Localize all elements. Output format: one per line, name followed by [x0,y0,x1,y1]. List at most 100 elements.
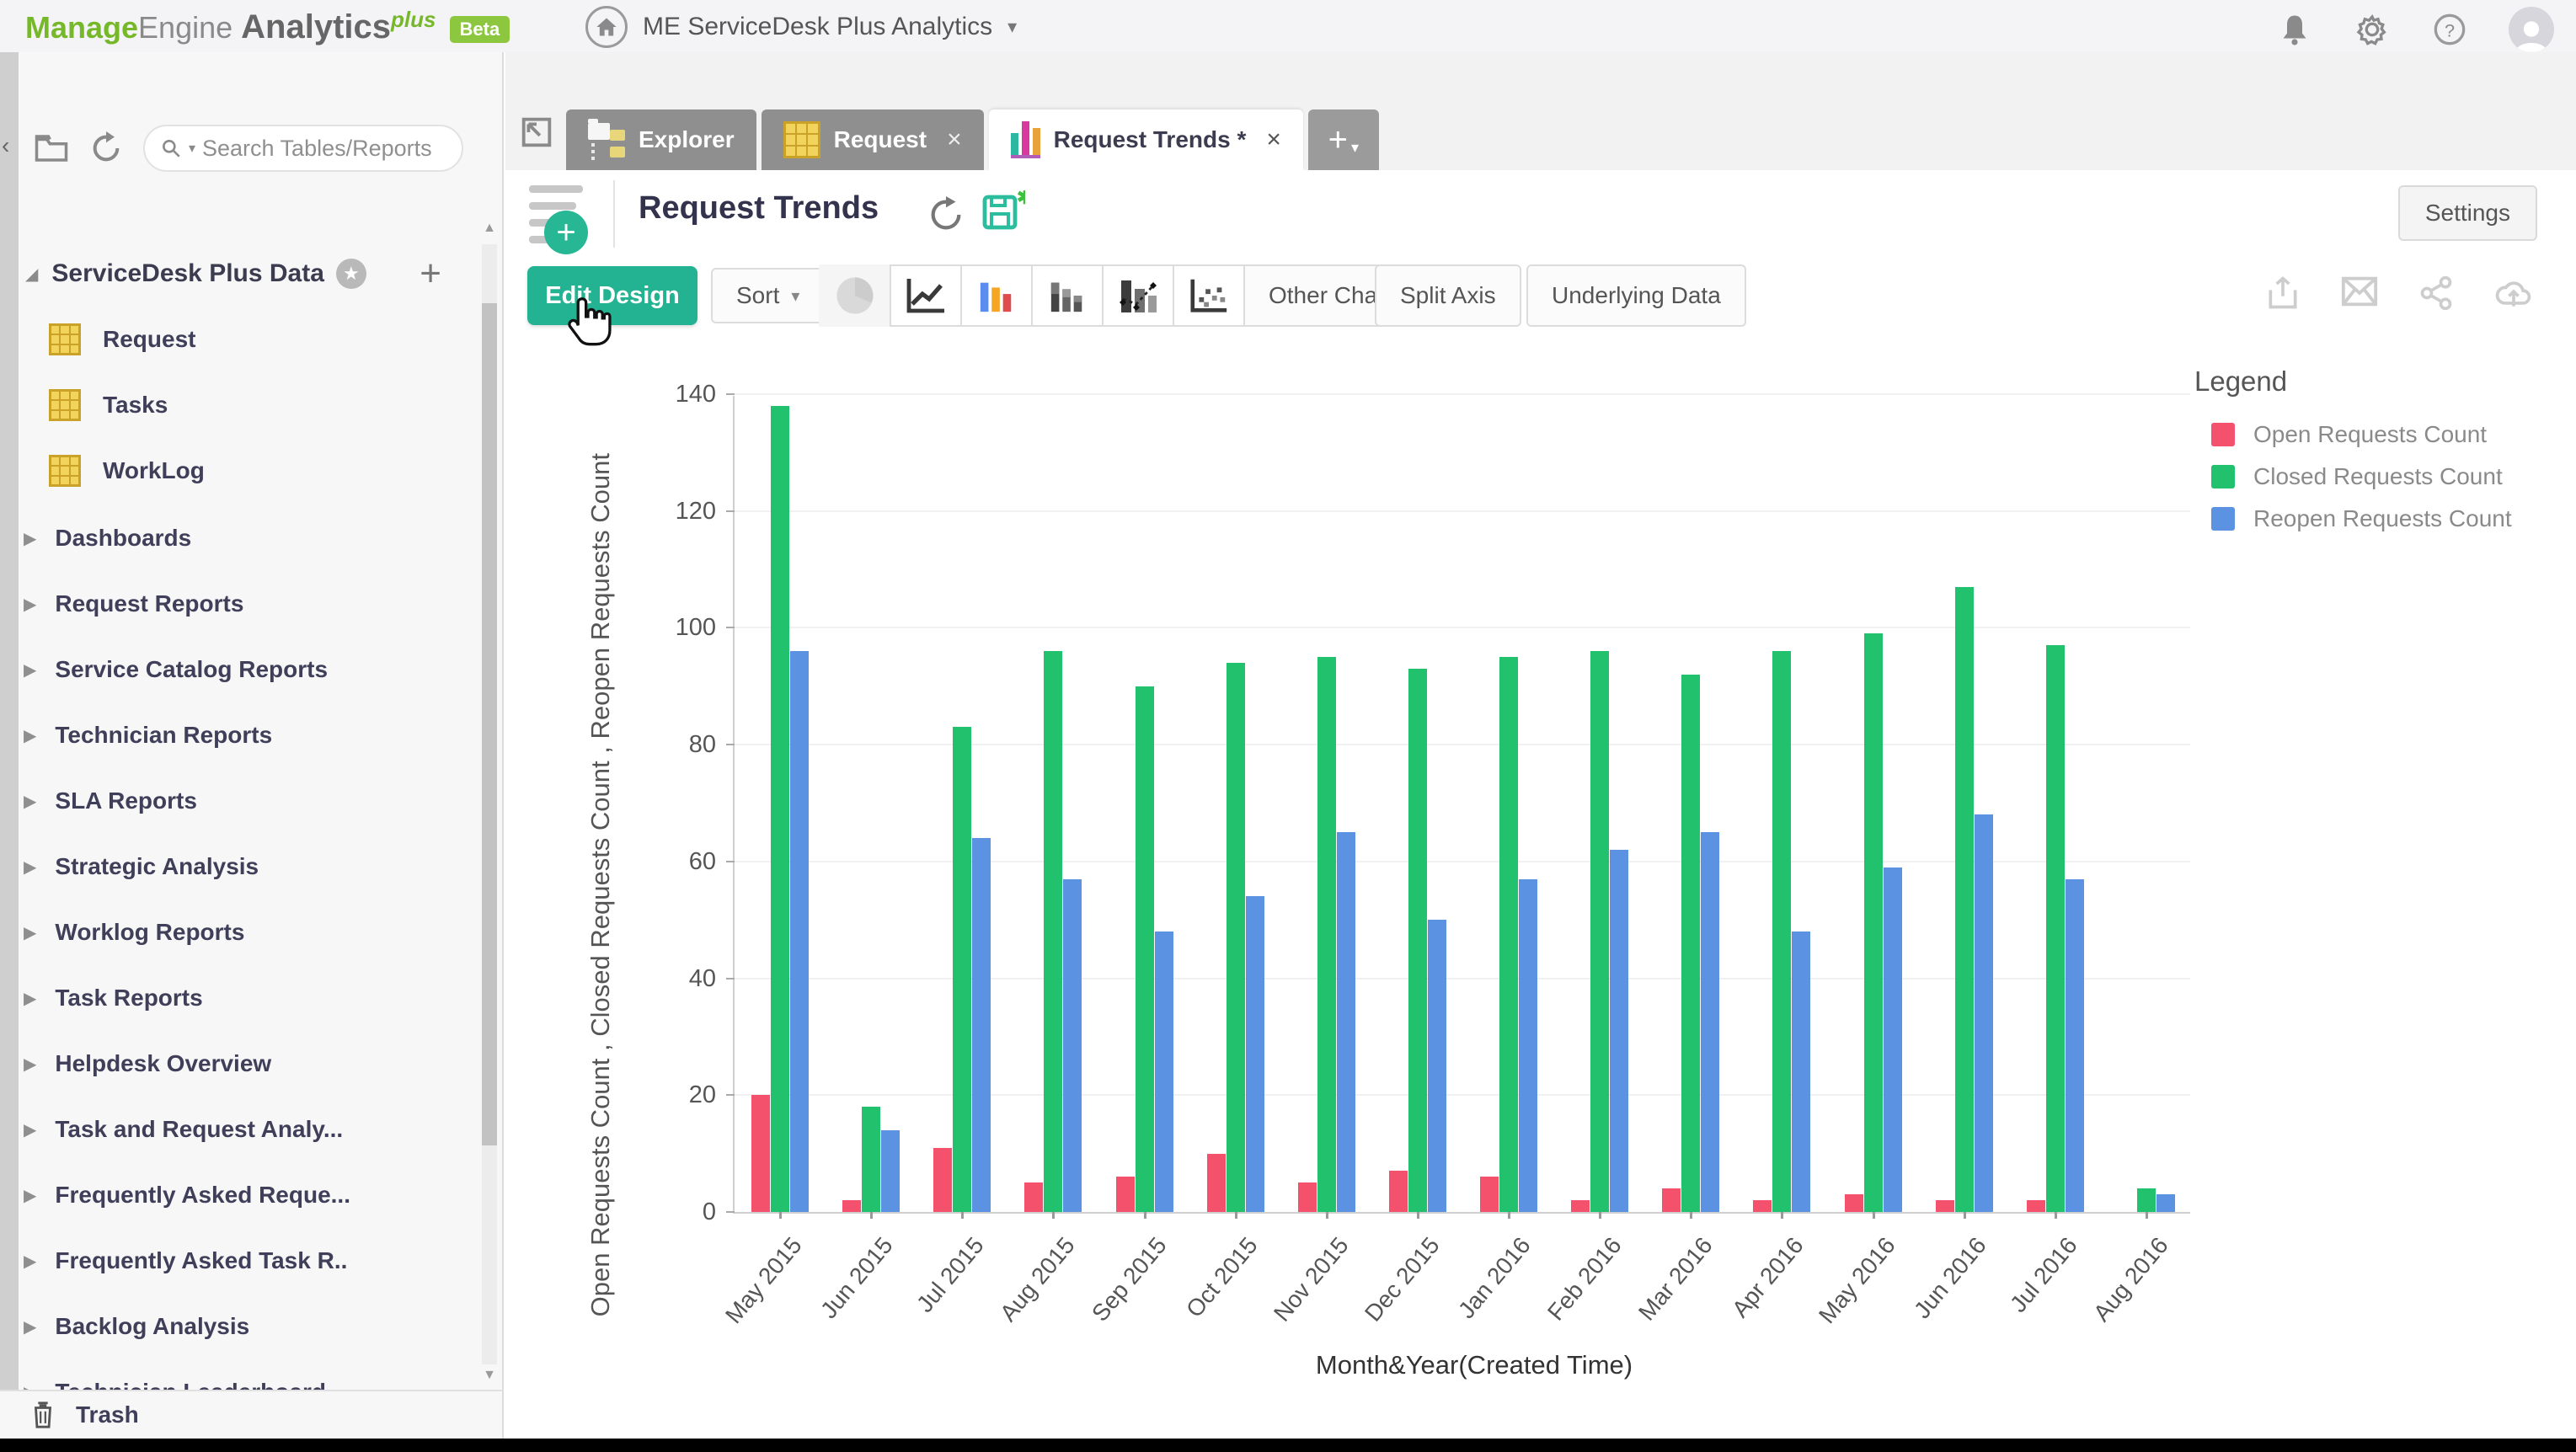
expand-arrow-icon[interactable]: ▶ [24,595,37,614]
bar-closed-apr-2016[interactable] [1772,651,1792,1212]
bar-reopen-jun-2016[interactable] [1974,814,1993,1212]
bar-open-nov-2015[interactable] [1297,1182,1317,1212]
legend-item-open[interactable]: Open Requests Count [2194,421,2512,448]
favorite-star-icon[interactable]: ★ [335,259,366,289]
combo-chart-type-icon[interactable] [1102,264,1174,327]
settings-button[interactable]: Settings [2397,185,2537,241]
bar-reopen-nov-2015[interactable] [1336,832,1355,1212]
search-input[interactable] [202,135,446,162]
bar-open-apr-2016[interactable] [1753,1200,1772,1212]
publish-cloud-icon[interactable] [2493,275,2534,312]
sidebar-item-trash[interactable]: Trash [0,1390,502,1439]
user-avatar[interactable] [2509,7,2554,52]
bar-open-may-2016[interactable] [1844,1194,1863,1212]
bar-reopen-dec-2015[interactable] [1427,920,1446,1212]
bar-closed-oct-2015[interactable] [1226,663,1245,1212]
new-tab-button[interactable]: + ▾ [1307,109,1379,170]
bar-closed-may-2016[interactable] [1863,633,1883,1212]
tab-close-icon[interactable]: × [947,125,962,153]
scatter-chart-type-icon[interactable] [1173,264,1245,327]
bar-closed-feb-2016[interactable] [1590,651,1610,1212]
sidebar-item-task-and-request-analy[interactable]: ▶ Task and Request Analy... [0,1097,472,1162]
bar-closed-mar-2016[interactable] [1681,674,1701,1212]
email-icon[interactable] [2340,275,2379,312]
line-chart-type-icon[interactable] [890,264,962,327]
tab-request-trends[interactable]: Request Trends * × [988,109,1303,170]
export-icon[interactable] [2264,275,2301,312]
expand-arrow-icon[interactable]: ▶ [24,660,37,680]
expand-arrow-icon[interactable]: ▶ [24,1252,37,1271]
sort-button[interactable]: Sort ▾ [711,268,826,323]
expand-arrow-icon[interactable]: ▶ [24,726,37,745]
expand-arrow-icon[interactable]: ▶ [24,857,37,877]
bar-open-jan-2016[interactable] [1480,1177,1499,1212]
bar-reopen-jan-2016[interactable] [1519,878,1538,1212]
expand-arrow-icon[interactable]: ▶ [24,1186,37,1205]
help-icon[interactable]: ? [2431,11,2468,48]
bar-reopen-jul-2015[interactable] [972,838,991,1212]
tree-expand-icon[interactable]: ◢ [25,264,39,284]
folder-icon[interactable] [34,133,69,163]
legend-item-closed[interactable]: Closed Requests Count [2194,463,2512,490]
stacked-bar-chart-type-icon[interactable] [1031,264,1104,327]
sidebar-collapse-strip[interactable]: ‹ [0,52,19,1439]
tab-close-icon[interactable]: × [1266,125,1281,153]
bar-closed-aug-2015[interactable] [1044,651,1063,1212]
refresh-icon[interactable] [89,131,123,165]
sidebar-search[interactable]: ▾ [143,125,463,172]
sidebar-item-request-reports[interactable]: ▶ Request Reports [0,571,472,637]
bar-closed-sep-2015[interactable] [1135,686,1154,1212]
add-table-button[interactable]: + [420,253,441,294]
edit-design-button[interactable]: Edit Design [527,266,697,325]
bar-closed-may-2015[interactable] [771,405,790,1212]
expand-arrow-icon[interactable]: ▶ [24,792,37,811]
bar-reopen-feb-2016[interactable] [1610,850,1629,1212]
bar-reopen-mar-2016[interactable] [1701,832,1720,1212]
bar-closed-dec-2015[interactable] [1408,668,1427,1212]
bar-reopen-jun-2015[interactable] [881,1129,901,1212]
bar-open-feb-2016[interactable] [1571,1200,1590,1212]
bar-open-jun-2016[interactable] [1935,1200,1954,1212]
bar-closed-jun-2016[interactable] [1954,586,1974,1212]
sidebar-scrollbar[interactable] [482,244,497,1364]
sidebar-item-service-catalog-reports[interactable]: ▶ Service Catalog Reports [0,637,472,702]
bar-reopen-apr-2016[interactable] [1792,932,1811,1212]
bar-reopen-aug-2016[interactable] [2156,1194,2175,1212]
sidebar-item-strategic-analysis[interactable]: ▶ Strategic Analysis [0,834,472,899]
bar-reopen-sep-2015[interactable] [1154,932,1173,1212]
bar-open-dec-2015[interactable] [1388,1171,1408,1212]
sidebar-item-dashboards[interactable]: ▶ Dashboards [0,505,472,571]
share-icon[interactable] [2418,275,2455,312]
sidebar-item-worklog-reports[interactable]: ▶ Worklog Reports [0,899,472,965]
tree-root-serviceDesk-plus-data[interactable]: ◢ ServiceDesk Plus Data ★ + [25,253,463,295]
bar-reopen-jul-2016[interactable] [2065,878,2084,1212]
home-icon[interactable] [585,6,628,48]
expand-arrow-icon[interactable]: ▶ [24,923,37,942]
save-report-icon[interactable]: ✱ [981,190,1025,234]
bar-open-may-2015[interactable] [751,1095,771,1212]
scroll-down-icon[interactable]: ▼ [483,1368,496,1382]
sidebar-table-tasks[interactable]: Tasks [0,372,472,438]
split-axis-button[interactable]: Split Axis [1375,264,1521,327]
expand-arrow-icon[interactable]: ▶ [24,1054,37,1074]
refresh-report-icon[interactable] [927,195,965,234]
expand-arrow-icon[interactable]: ▶ [24,529,37,548]
legend-item-reopen[interactable]: Reopen Requests Count [2194,505,2512,532]
view-list-toggle[interactable]: + [529,185,595,254]
bar-chart-type-icon[interactable] [960,264,1033,327]
sidebar-item-frequently-asked-reque[interactable]: ▶ Frequently Asked Reque... [0,1162,472,1228]
bar-reopen-may-2016[interactable] [1883,867,1902,1212]
bar-reopen-may-2015[interactable] [790,651,810,1212]
sidebar-item-task-reports[interactable]: ▶ Task Reports [0,965,472,1031]
bar-open-jul-2016[interactable] [2026,1200,2045,1212]
bar-closed-jul-2016[interactable] [2045,645,2065,1212]
bar-open-aug-2015[interactable] [1024,1182,1044,1212]
sidebar-table-worklog[interactable]: WorkLog [0,438,472,504]
add-view-icon[interactable]: + [544,211,588,254]
sidebar-item-sla-reports[interactable]: ▶ SLA Reports [0,768,472,834]
sidebar-item-frequently-asked-task-r[interactable]: ▶ Frequently Asked Task R.. [0,1228,472,1294]
expand-arrow-icon[interactable]: ▶ [24,1317,37,1337]
bar-reopen-aug-2015[interactable] [1063,878,1082,1212]
scrollbar-thumb[interactable] [482,303,497,1145]
bar-open-jun-2015[interactable] [842,1200,862,1212]
